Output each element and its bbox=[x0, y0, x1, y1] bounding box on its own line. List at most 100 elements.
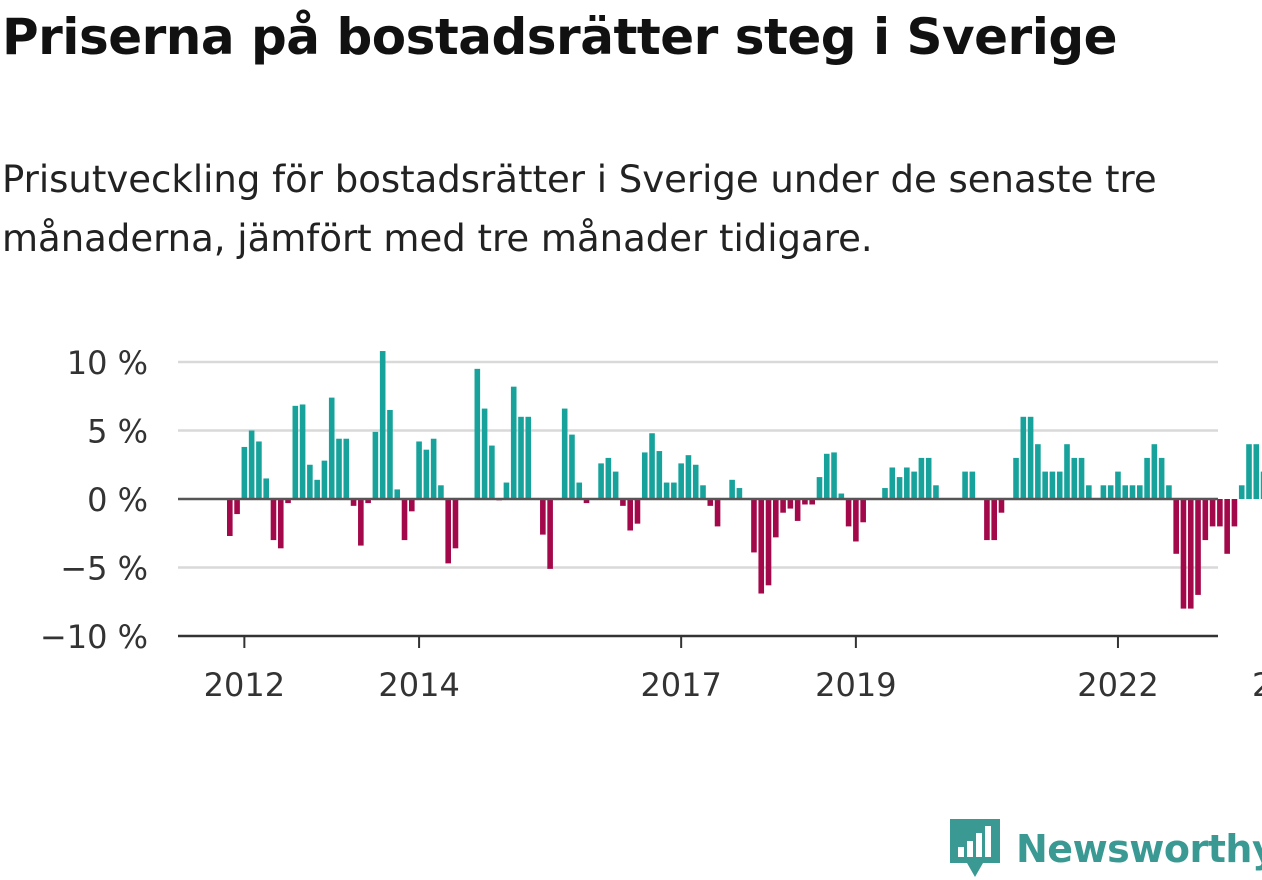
bar bbox=[1086, 485, 1092, 499]
bar bbox=[1173, 499, 1179, 554]
bar bbox=[1158, 457, 1165, 499]
chart-subtitle: Prisutveckling för bostadsrätter i Sveri… bbox=[2, 158, 1157, 260]
x-tick-label: 2017 bbox=[640, 666, 721, 704]
bar bbox=[452, 499, 459, 549]
bar bbox=[656, 451, 663, 499]
bar bbox=[882, 488, 888, 499]
bar bbox=[1115, 471, 1121, 499]
bar bbox=[823, 453, 830, 499]
bar bbox=[518, 416, 524, 499]
x-tick-label: 2012 bbox=[204, 666, 285, 704]
brand-name: Newsworthy bbox=[1016, 827, 1262, 871]
bar bbox=[612, 471, 619, 499]
bar bbox=[649, 433, 655, 499]
bar bbox=[802, 499, 808, 505]
bar bbox=[780, 499, 786, 513]
bar bbox=[387, 409, 393, 499]
bar bbox=[1144, 457, 1150, 499]
x-tick-label: 2019 bbox=[815, 666, 896, 704]
bar bbox=[1013, 457, 1019, 499]
bar bbox=[794, 499, 801, 521]
bar bbox=[270, 499, 277, 541]
bar bbox=[292, 405, 299, 499]
bar bbox=[1209, 499, 1216, 527]
bar bbox=[816, 477, 823, 499]
bar bbox=[474, 368, 481, 499]
bar bbox=[1020, 416, 1027, 499]
bars bbox=[227, 351, 1262, 609]
bar bbox=[1027, 416, 1034, 499]
bar bbox=[729, 479, 735, 499]
bar bbox=[707, 499, 714, 506]
bar bbox=[314, 479, 320, 499]
bar bbox=[751, 499, 757, 553]
bar bbox=[969, 471, 976, 499]
bar bbox=[1049, 471, 1056, 499]
bar bbox=[605, 457, 612, 499]
bar bbox=[1224, 499, 1230, 554]
bar bbox=[401, 499, 408, 541]
bar bbox=[227, 499, 233, 536]
bar bbox=[1195, 499, 1201, 595]
bar bbox=[918, 457, 925, 499]
bar bbox=[1187, 499, 1194, 609]
bar bbox=[445, 499, 451, 564]
bar bbox=[285, 499, 291, 504]
bar bbox=[765, 499, 772, 586]
bar bbox=[896, 477, 903, 499]
y-tick-label: 5 % bbox=[87, 413, 148, 451]
bar bbox=[1166, 485, 1172, 499]
axes bbox=[178, 497, 1218, 648]
bar bbox=[889, 467, 896, 499]
bar bbox=[962, 471, 968, 499]
bar bbox=[256, 441, 262, 499]
bar bbox=[634, 499, 641, 524]
bar bbox=[911, 471, 917, 499]
bar bbox=[277, 499, 284, 549]
bar bbox=[1217, 499, 1223, 527]
bar bbox=[991, 499, 997, 541]
bar bbox=[671, 482, 677, 499]
bar bbox=[481, 408, 488, 499]
bar bbox=[1151, 444, 1158, 499]
bar bbox=[358, 499, 364, 546]
y-tick-label: −10 % bbox=[40, 618, 148, 656]
bar bbox=[503, 482, 510, 499]
bar bbox=[1056, 471, 1063, 499]
gridlines bbox=[178, 360, 1218, 569]
bar bbox=[321, 460, 328, 499]
bar bbox=[241, 446, 248, 499]
bar bbox=[365, 499, 371, 504]
bar bbox=[627, 499, 633, 531]
bar bbox=[838, 493, 845, 499]
bar bbox=[416, 441, 422, 499]
y-tick-label: 0 % bbox=[87, 481, 148, 519]
brand: Newsworthy bbox=[950, 818, 1262, 880]
bar bbox=[525, 416, 532, 499]
bar bbox=[547, 499, 553, 569]
bar bbox=[925, 457, 932, 499]
bar bbox=[1100, 485, 1107, 499]
y-tick-label: 10 % bbox=[67, 344, 148, 382]
bar bbox=[678, 463, 684, 499]
bar bbox=[1231, 499, 1238, 527]
bar bbox=[372, 431, 379, 499]
bar bbox=[1238, 485, 1245, 499]
bar bbox=[423, 449, 430, 499]
bar bbox=[576, 482, 583, 499]
bar bbox=[263, 478, 269, 499]
bar bbox=[998, 499, 1005, 513]
bar bbox=[853, 499, 859, 542]
bar bbox=[409, 499, 415, 512]
bar bbox=[234, 499, 240, 515]
bar bbox=[773, 499, 779, 538]
bar bbox=[336, 438, 342, 499]
bar bbox=[620, 499, 626, 506]
bar bbox=[758, 499, 765, 594]
bar bbox=[598, 463, 604, 499]
bar bbox=[714, 499, 721, 527]
bar bbox=[1071, 457, 1078, 499]
chart-title: Priserna på bostadsrätter steg i Sverige bbox=[2, 8, 1118, 66]
bar bbox=[663, 482, 670, 499]
